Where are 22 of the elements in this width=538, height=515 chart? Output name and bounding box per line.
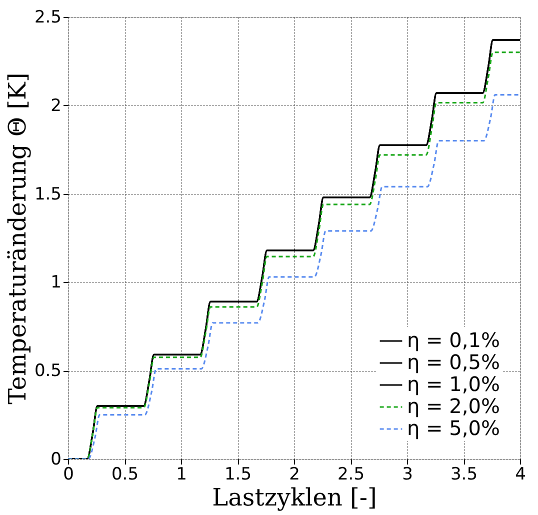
legend-label: η = 0,1% bbox=[407, 328, 500, 352]
y-tick-label: 0 bbox=[50, 450, 62, 470]
y-tick-label: 2.5 bbox=[34, 8, 62, 28]
legend-label: η = 0,5% bbox=[407, 350, 500, 374]
y-tick-label: 1.5 bbox=[34, 184, 62, 204]
x-tick-label: 2.5 bbox=[337, 464, 365, 484]
y-tick-label: 0.5 bbox=[34, 361, 62, 382]
x-tick-label: 2 bbox=[289, 464, 300, 484]
x-axis-title: Lastzyklen [-] bbox=[212, 484, 377, 512]
legend-label: η = 1,0% bbox=[407, 372, 500, 396]
legend-label: η = 2,0% bbox=[407, 394, 500, 418]
x-tick-label: 0.5 bbox=[111, 464, 139, 484]
x-tick-label: 1.5 bbox=[224, 464, 252, 484]
x-tick-label: 0 bbox=[63, 464, 74, 484]
x-tick-label: 3 bbox=[402, 464, 413, 484]
y-tick-label: 1 bbox=[50, 272, 62, 293]
x-tick-label: 4 bbox=[515, 464, 526, 484]
y-axis-title: Temperaturänderung Θ [K] bbox=[3, 72, 32, 404]
x-tick-label: 1 bbox=[176, 464, 187, 484]
legend-label: η = 5,0% bbox=[407, 416, 500, 440]
x-tick-label: 3.5 bbox=[450, 464, 478, 484]
y-tick-label: 2 bbox=[50, 96, 62, 116]
